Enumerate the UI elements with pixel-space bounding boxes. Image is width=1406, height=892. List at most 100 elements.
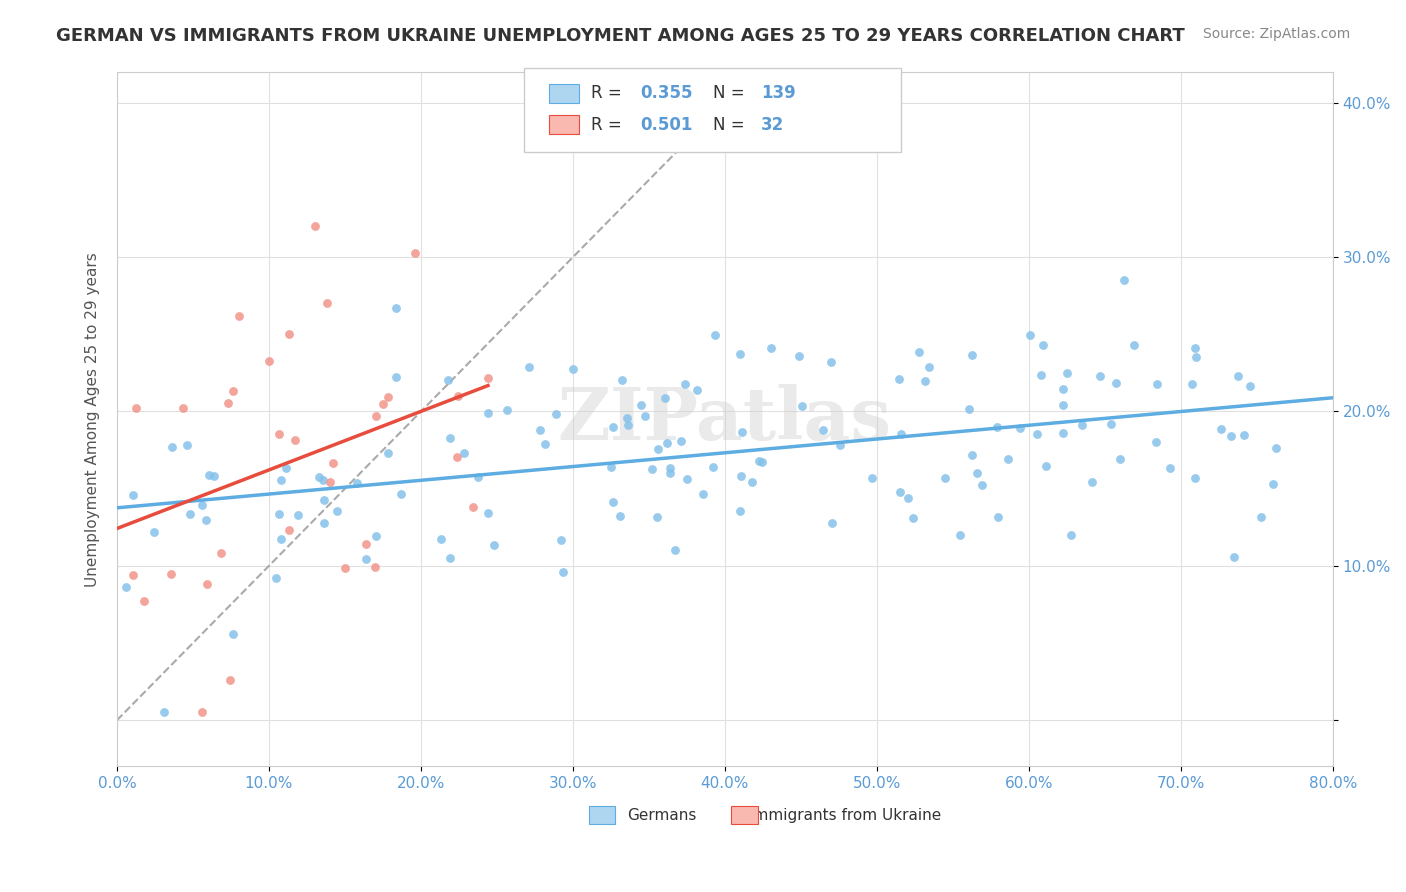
Point: [1219, 429, 1241, 443]
Point: [1159, 461, 1181, 475]
Point: [669, 434, 692, 449]
Point: [270, 473, 292, 487]
Point: [759, 342, 782, 356]
Point: [287, 508, 309, 522]
Point: [228, 309, 250, 323]
Point: [132, 594, 155, 608]
Point: [609, 509, 631, 524]
Point: [1184, 471, 1206, 485]
Point: [1233, 428, 1256, 442]
Point: [949, 528, 972, 542]
Point: [1146, 377, 1168, 392]
Point: [673, 376, 696, 391]
Point: [198, 468, 221, 483]
Point: [550, 533, 572, 547]
Point: [655, 436, 678, 450]
Point: [274, 461, 297, 475]
Point: [354, 552, 377, 566]
Text: 0.355: 0.355: [640, 85, 692, 103]
Point: [908, 345, 931, 359]
Point: [1101, 417, 1123, 432]
Point: [377, 446, 399, 460]
Point: [195, 577, 218, 591]
Point: [1081, 475, 1104, 489]
Point: [162, 441, 184, 455]
Text: 0.501: 0.501: [640, 116, 692, 134]
Point: [966, 466, 988, 480]
Point: [658, 461, 681, 475]
Point: [616, 411, 638, 425]
Point: [219, 673, 242, 687]
Point: [1181, 377, 1204, 392]
Point: [730, 469, 752, 483]
Point: [641, 462, 664, 476]
Point: [633, 409, 655, 424]
Point: [308, 470, 330, 484]
Point: [960, 348, 983, 362]
Point: [122, 488, 145, 502]
Point: [385, 369, 408, 384]
Point: [356, 537, 378, 551]
Point: [217, 395, 239, 409]
Point: [1052, 398, 1074, 412]
Point: [692, 486, 714, 500]
FancyBboxPatch shape: [731, 806, 758, 824]
Point: [702, 459, 724, 474]
Point: [1056, 366, 1078, 380]
Point: [204, 469, 226, 483]
FancyBboxPatch shape: [589, 806, 616, 824]
Point: [122, 568, 145, 582]
Point: [1144, 434, 1167, 449]
Point: [446, 450, 468, 464]
Point: [222, 384, 245, 398]
Point: [901, 510, 924, 524]
Point: [439, 431, 461, 445]
Point: [610, 373, 633, 387]
Point: [529, 424, 551, 438]
Point: [195, 512, 218, 526]
Point: [333, 560, 356, 574]
Point: [270, 533, 292, 547]
Point: [190, 706, 212, 720]
Point: [176, 438, 198, 452]
Point: [160, 567, 183, 582]
Point: [404, 245, 426, 260]
Point: [453, 446, 475, 460]
Point: [316, 295, 339, 310]
Point: [1052, 382, 1074, 396]
Point: [860, 471, 883, 485]
Point: [957, 402, 980, 417]
Point: [1112, 273, 1135, 287]
Point: [897, 491, 920, 505]
Point: [1226, 368, 1249, 383]
Point: [617, 418, 640, 433]
Point: [1261, 476, 1284, 491]
Point: [172, 401, 194, 416]
Point: [600, 459, 623, 474]
Point: [562, 362, 585, 376]
Text: ZIPatlas: ZIPatlas: [558, 384, 891, 455]
Point: [371, 397, 394, 411]
Point: [1018, 327, 1040, 342]
Point: [115, 580, 138, 594]
Point: [1239, 378, 1261, 392]
Point: [1211, 422, 1233, 436]
Point: [439, 551, 461, 566]
Point: [1031, 368, 1053, 382]
Text: Source: ZipAtlas.com: Source: ZipAtlas.com: [1202, 27, 1350, 41]
Point: [659, 467, 682, 481]
Point: [477, 406, 499, 420]
Text: R =: R =: [591, 116, 627, 134]
Point: [153, 706, 176, 720]
Point: [676, 472, 699, 486]
Point: [830, 438, 852, 452]
Point: [654, 391, 676, 405]
Point: [934, 471, 956, 485]
FancyBboxPatch shape: [548, 84, 579, 103]
Point: [1250, 510, 1272, 524]
Point: [972, 477, 994, 491]
Point: [731, 425, 754, 439]
Point: [647, 442, 669, 457]
Text: Immigrants from Ukraine: Immigrants from Ukraine: [749, 807, 942, 822]
Point: [267, 508, 290, 522]
